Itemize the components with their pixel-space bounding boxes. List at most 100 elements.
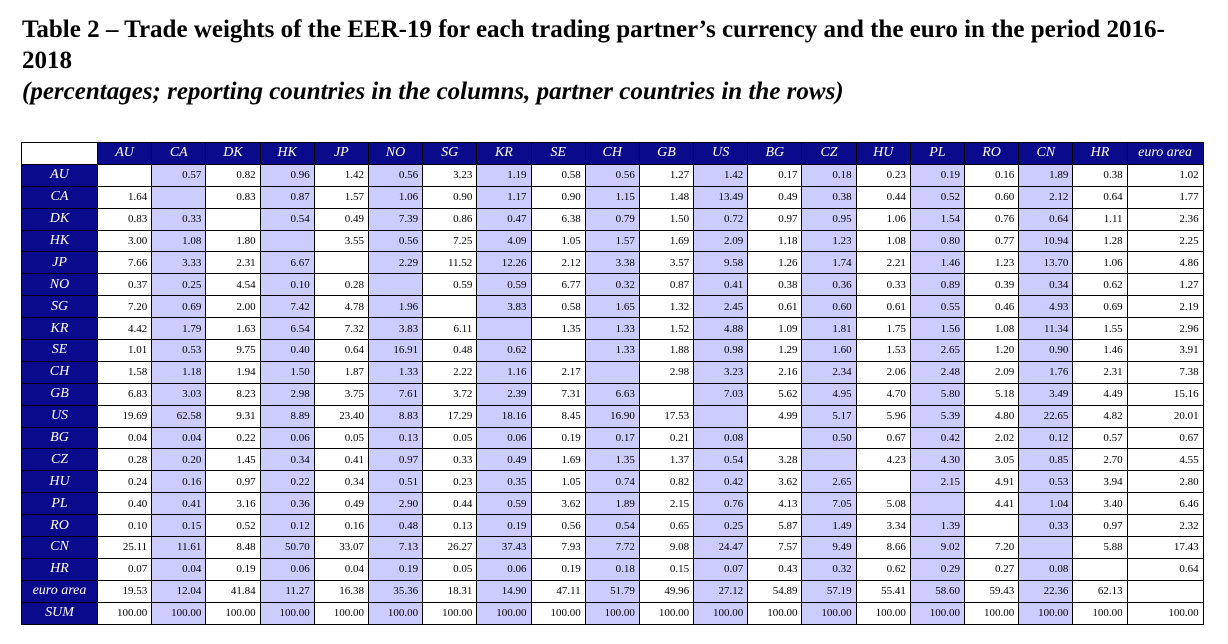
table-cell: 0.06 (259, 426, 315, 450)
table-cell: 2.48 (909, 360, 966, 384)
table-cell: 27.12 (693, 579, 749, 603)
table-cell: 4.80 (963, 404, 1020, 428)
row-header: CA (21, 185, 98, 209)
table-cell: 0.64 (313, 339, 369, 362)
table-cell: 17.53 (638, 404, 695, 428)
table-cell: 1.26 (747, 251, 803, 275)
row-header: DK (21, 207, 98, 231)
table-cell: 2.06 (855, 360, 911, 384)
table-cell: 0.52 (909, 185, 966, 209)
table-cell: 1.79 (151, 317, 207, 341)
table-cell: 0.59 (476, 492, 532, 516)
table-cell (584, 360, 640, 384)
table-cell: 6.83 (96, 382, 153, 406)
table-cell: 1.33 (584, 317, 640, 341)
row-header: RO (21, 514, 98, 538)
table-cell: 2.98 (638, 360, 695, 384)
table-cell: 3.33 (151, 251, 207, 275)
table-cell: 3.16 (205, 492, 261, 516)
table-cell: 0.54 (259, 207, 315, 231)
table-row: NO 0.37 0.25 4.54 0.10 0.28 0.59 0.59 6.77 0.32 0.… (21, 273, 1204, 297)
table-cell: 0.67 (855, 426, 911, 450)
table-cell: 0.87 (259, 185, 315, 209)
row-header: SE (21, 339, 98, 362)
table-cell: 1.89 (1018, 163, 1074, 187)
table-cell: 7.31 (530, 382, 586, 406)
table-cell: 13.49 (693, 185, 749, 209)
table-cell: 100.00 (909, 601, 966, 625)
table-cell (963, 514, 1020, 538)
table-cell: 0.04 (151, 426, 207, 450)
table-cell: 0.77 (963, 229, 1020, 253)
table-row: SG 7.20 0.69 2.00 7.42 4.78 1.96 3.83 0.58 1.65 1.… (21, 295, 1204, 319)
table-cell: 100.00 (313, 601, 369, 625)
row-header: CH (21, 360, 98, 384)
table-cell: 0.46 (963, 295, 1020, 319)
table-cell: 0.27 (963, 557, 1020, 581)
table-cell: 7.39 (367, 207, 424, 231)
table-cell: 2.45 (693, 295, 749, 319)
table-cell: 0.90 (530, 185, 586, 209)
table-cell: 3.55 (313, 229, 369, 253)
table-cell: 0.32 (801, 557, 857, 581)
table-row: US 19.69 62.58 9.31 8.89 23.40 8.83 17.29 18.16 8… (21, 404, 1204, 428)
table-cell: 62.13 (1072, 579, 1128, 603)
table-cell: 4.23 (855, 448, 911, 472)
table-cell: 1.55 (1072, 317, 1128, 341)
table-cell: 3.94 (1072, 470, 1128, 494)
table-cell: 18.31 (422, 579, 478, 603)
table-cell: 22.65 (1018, 404, 1074, 428)
table-cell: 7.38 (1126, 360, 1204, 384)
table-cell: 1.32 (638, 295, 695, 319)
table-row: euro area 19.53 12.04 41.84 11.27 16.38 35.36 1… (21, 579, 1204, 603)
row-header: HU (21, 470, 98, 494)
table-cell: 3.91 (1126, 339, 1204, 362)
table-cell: 0.06 (259, 557, 315, 581)
table-cell: 0.49 (476, 448, 532, 472)
row-header: euro area (21, 579, 98, 603)
table-cell: 2.17 (530, 360, 586, 384)
table-cell: 2.25 (1126, 229, 1204, 253)
table-cell: 0.07 (96, 557, 153, 581)
table-cell: 0.21 (638, 426, 695, 450)
column-header: PL (909, 142, 966, 165)
table-cell: 0.64 (1018, 207, 1074, 231)
table-cell: 1.57 (313, 185, 369, 209)
table-cell: 0.06 (476, 557, 532, 581)
table-row: CZ 0.28 0.20 1.45 0.34 0.41 0.97 0.33 0.49 1.69 1.… (21, 448, 1204, 472)
table-cell: 2.90 (367, 492, 424, 516)
table-row: SUM 100.00 100.00 100.00 100.00 100.00 100.00 1… (21, 601, 1204, 625)
table-cell: 1.42 (313, 163, 369, 187)
table-cell: 0.40 (259, 339, 315, 362)
table-cell: 2.21 (855, 251, 911, 275)
table-cell: 7.93 (530, 536, 586, 559)
table-cell (638, 382, 695, 406)
table-cell: 1.46 (909, 251, 966, 275)
table-cell: 0.25 (693, 514, 749, 538)
row-header: HK (21, 229, 98, 253)
table-cell: 0.49 (313, 207, 369, 231)
table-cell: 0.05 (422, 426, 478, 450)
table-cell: 0.79 (584, 207, 640, 231)
table-cell: 11.34 (1018, 317, 1074, 341)
table-cell: 0.61 (747, 295, 803, 319)
table-cell: 4.82 (1072, 404, 1128, 428)
table-cell: 8.23 (205, 382, 261, 406)
table-cell: 7.72 (584, 536, 640, 559)
table-cell: 100.00 (1072, 601, 1128, 625)
table-cell: 100.00 (205, 601, 261, 625)
table-cell: 3.05 (963, 448, 1020, 472)
table-cell: 100.00 (747, 601, 803, 625)
table-cell: 1.58 (96, 360, 153, 384)
table-cell: 0.22 (205, 426, 261, 450)
table-cell (367, 273, 424, 297)
table-cell: 0.06 (476, 426, 532, 450)
table-cell: 100.00 (638, 601, 695, 625)
table-cell: 6.46 (1126, 492, 1204, 516)
table-cell: 0.33 (151, 207, 207, 231)
table-cell: 0.19 (909, 163, 966, 187)
table-cell: 0.56 (367, 229, 424, 253)
table-cell: 100.00 (259, 601, 315, 625)
table-row: HK 3.00 1.08 1.80 3.55 0.56 7.25 4.09 1.05 1.57 1.… (21, 229, 1204, 253)
table-cell: 1.56 (909, 317, 966, 341)
